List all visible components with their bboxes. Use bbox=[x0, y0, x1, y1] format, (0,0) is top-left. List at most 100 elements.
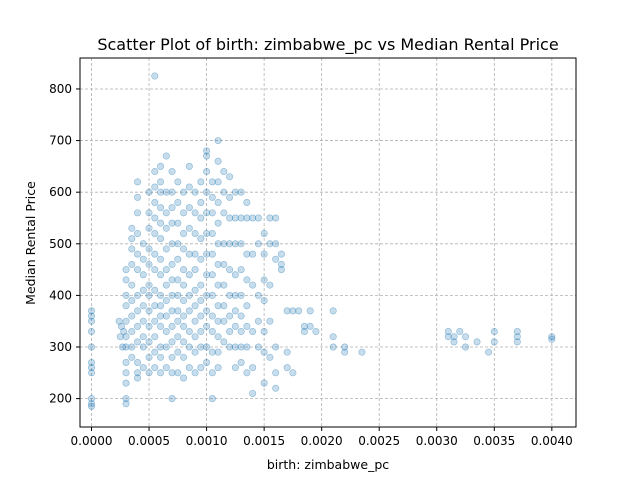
scatter-point bbox=[174, 348, 182, 356]
scatter-point bbox=[191, 348, 199, 356]
scatter-point bbox=[162, 297, 170, 305]
scatter-point bbox=[203, 343, 211, 351]
scatter-point bbox=[203, 250, 211, 258]
scatter-point bbox=[197, 281, 205, 289]
scatter-point bbox=[120, 328, 128, 336]
scatter-point bbox=[203, 307, 211, 315]
scatter-point bbox=[128, 312, 136, 320]
scatter-point bbox=[134, 369, 142, 377]
scatter-point bbox=[122, 333, 130, 341]
scatter-point bbox=[128, 281, 136, 289]
scatter-point bbox=[272, 369, 280, 377]
scatter-point bbox=[88, 402, 96, 410]
scatter-point bbox=[266, 240, 274, 248]
scatter-point bbox=[162, 343, 170, 351]
scatter-point bbox=[485, 348, 493, 356]
scatter-point bbox=[203, 209, 211, 217]
x-axis-ticks: 0.0000 0.0005 0.0010 0.0015 0.0020 0.0025 0.00… bbox=[71, 427, 573, 448]
scatter-point bbox=[249, 250, 257, 258]
scatter-point bbox=[266, 317, 274, 325]
scatter-point bbox=[220, 317, 228, 325]
scatter-point bbox=[134, 358, 142, 366]
scatter-point bbox=[139, 343, 147, 351]
scatter-point bbox=[197, 255, 205, 263]
scatter-point bbox=[231, 364, 239, 372]
scatter-point bbox=[260, 297, 268, 305]
scatter-point bbox=[203, 271, 211, 279]
scatter-point bbox=[197, 199, 205, 207]
scatter-point bbox=[254, 214, 262, 222]
scatter-point bbox=[208, 250, 216, 258]
scatter-point bbox=[214, 157, 222, 165]
scatter-point bbox=[243, 302, 251, 310]
scatter-point bbox=[145, 307, 153, 315]
scatter-point bbox=[128, 353, 136, 361]
scatter-point bbox=[174, 276, 182, 284]
scatter-point bbox=[168, 369, 176, 377]
scatter-point bbox=[134, 193, 142, 201]
scatter-point bbox=[157, 255, 165, 263]
scatter-point bbox=[191, 333, 199, 341]
scatter-point bbox=[197, 214, 205, 222]
scatter-point bbox=[214, 137, 222, 145]
scatter-point bbox=[254, 291, 262, 299]
scatter-point bbox=[220, 240, 228, 248]
y-tick-label: 700 bbox=[49, 134, 72, 148]
scatter-point bbox=[191, 302, 199, 310]
scatter-point bbox=[88, 317, 96, 325]
scatter-point bbox=[145, 209, 153, 217]
plot-area-frame bbox=[79, 57, 577, 428]
scatter-point bbox=[231, 240, 239, 248]
scatter-point bbox=[185, 224, 193, 232]
scatter-point bbox=[220, 281, 228, 289]
scatter-point bbox=[220, 260, 228, 268]
scatter-point bbox=[237, 240, 245, 248]
scatter-point bbox=[513, 333, 521, 341]
scatter-point bbox=[220, 188, 228, 196]
scatter-point bbox=[208, 291, 216, 299]
scatter-point bbox=[134, 266, 142, 274]
x-tick-label: 0.0020 bbox=[301, 434, 343, 448]
scatter-point bbox=[295, 307, 303, 315]
scatter-point bbox=[88, 328, 96, 336]
scatter-point bbox=[203, 229, 211, 237]
scatter-point bbox=[191, 317, 199, 325]
scatter-point bbox=[197, 178, 205, 186]
scatter-point bbox=[289, 369, 297, 377]
scatter-point bbox=[88, 312, 96, 320]
scatter-point bbox=[283, 348, 291, 356]
scatter-point bbox=[185, 328, 193, 336]
scatter-point bbox=[249, 364, 257, 372]
scatter-point bbox=[145, 224, 153, 232]
scatter-point bbox=[266, 353, 274, 361]
scatter-point bbox=[174, 333, 182, 341]
scatter-point bbox=[122, 317, 130, 325]
scatter-point bbox=[145, 188, 153, 196]
scatter-point bbox=[444, 328, 452, 336]
scatter-point bbox=[231, 271, 239, 279]
scatter-point bbox=[226, 328, 234, 336]
scatter-point bbox=[122, 395, 130, 403]
scatter-point bbox=[88, 369, 96, 377]
scatter-point bbox=[185, 364, 193, 372]
scatter-point bbox=[220, 302, 228, 310]
scatter-point bbox=[191, 188, 199, 196]
scatter-point bbox=[128, 328, 136, 336]
scatter-point bbox=[358, 348, 366, 356]
scatter-point bbox=[88, 400, 96, 408]
scatter-point bbox=[450, 333, 458, 341]
scatter-point bbox=[208, 328, 216, 336]
scatter-point bbox=[122, 343, 130, 351]
scatter-point bbox=[180, 281, 188, 289]
scatter-point bbox=[168, 240, 176, 248]
scatter-point bbox=[151, 286, 159, 294]
scatter-point bbox=[128, 297, 136, 305]
scatter-point bbox=[341, 343, 349, 351]
scatter-point bbox=[237, 266, 245, 274]
x-tick-label: 0.0030 bbox=[416, 434, 458, 448]
scatter-point bbox=[220, 209, 228, 217]
scatter-point bbox=[185, 271, 193, 279]
scatter-point bbox=[174, 291, 182, 299]
scatter-point bbox=[548, 333, 556, 341]
